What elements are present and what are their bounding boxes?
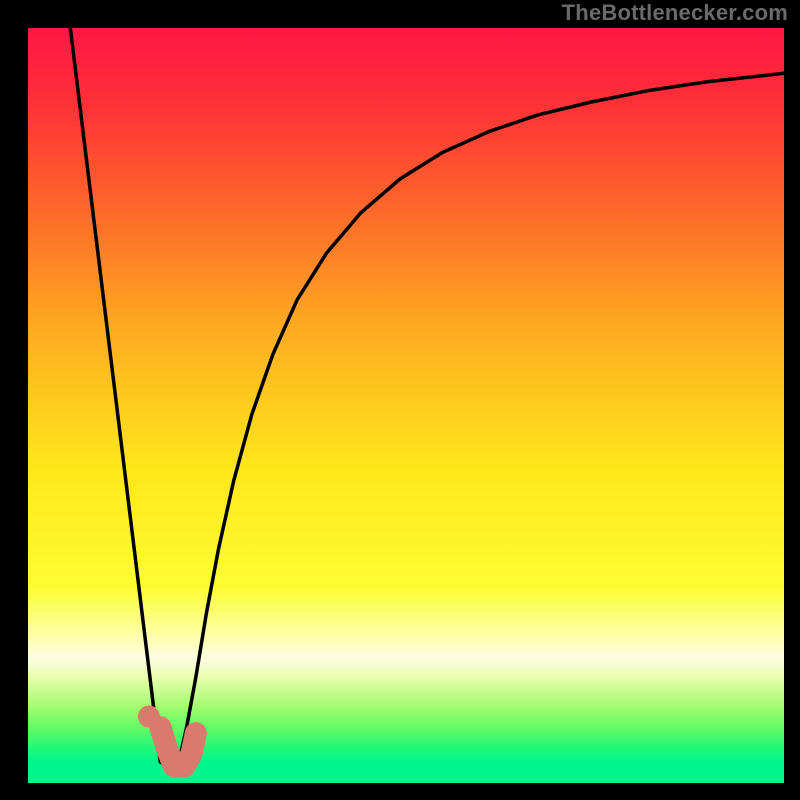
chart-svg	[28, 28, 784, 783]
gradient-background	[28, 28, 784, 783]
plot-area	[28, 28, 784, 783]
figure-container: TheBottlenecker.com	[0, 0, 800, 800]
watermark-text: TheBottlenecker.com	[562, 0, 788, 26]
knob-dot	[138, 706, 160, 728]
